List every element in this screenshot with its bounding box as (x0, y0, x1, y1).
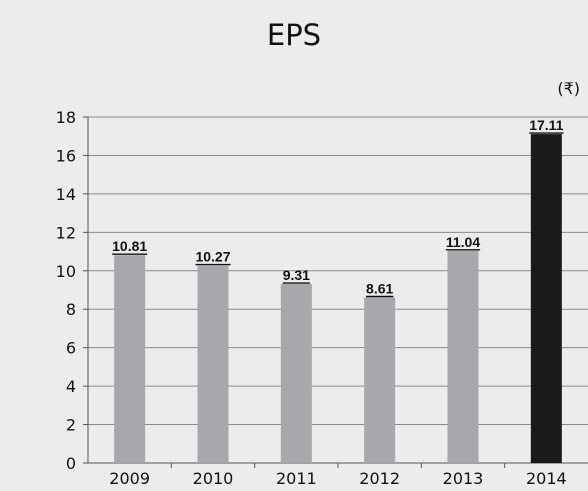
x-tick-label-2011: 2011 (276, 469, 317, 488)
bar-2012 (364, 297, 396, 463)
data-label-2010: 10.27 (195, 249, 230, 265)
y-tick-label: 8 (66, 300, 76, 319)
y-tick-label: 16 (56, 146, 76, 165)
y-tick-label: 12 (56, 223, 76, 242)
chart-title: EPS (266, 18, 322, 52)
bar-2010 (197, 265, 229, 463)
y-tick-label: 6 (66, 339, 76, 358)
x-tick-label-2013: 2013 (443, 469, 484, 488)
data-label-2013: 11.04 (446, 234, 480, 250)
x-tick-label-2010: 2010 (193, 469, 234, 488)
bar-2011 (280, 284, 312, 463)
bar-2013 (447, 250, 479, 463)
y-tick-label: 14 (56, 185, 76, 204)
x-tick-label-2009: 2009 (109, 469, 150, 488)
bar-2009 (114, 255, 146, 463)
data-label-2009: 10.81 (112, 238, 147, 254)
y-tick-label: 0 (66, 454, 76, 473)
y-tick-label: 4 (66, 377, 76, 396)
y-tick-label: 10 (56, 262, 76, 281)
x-tick-label-2014: 2014 (526, 469, 567, 488)
data-label-2012: 8.61 (366, 280, 393, 296)
data-label-2011: 9.31 (283, 267, 310, 283)
bar-2014 (530, 134, 562, 463)
x-tick-label-2012: 2012 (359, 469, 400, 488)
unit-label: (₹) (557, 79, 580, 98)
data-label-2014: 17.11 (529, 117, 563, 133)
y-tick-label: 2 (66, 416, 76, 435)
y-tick-label: 18 (56, 108, 76, 127)
